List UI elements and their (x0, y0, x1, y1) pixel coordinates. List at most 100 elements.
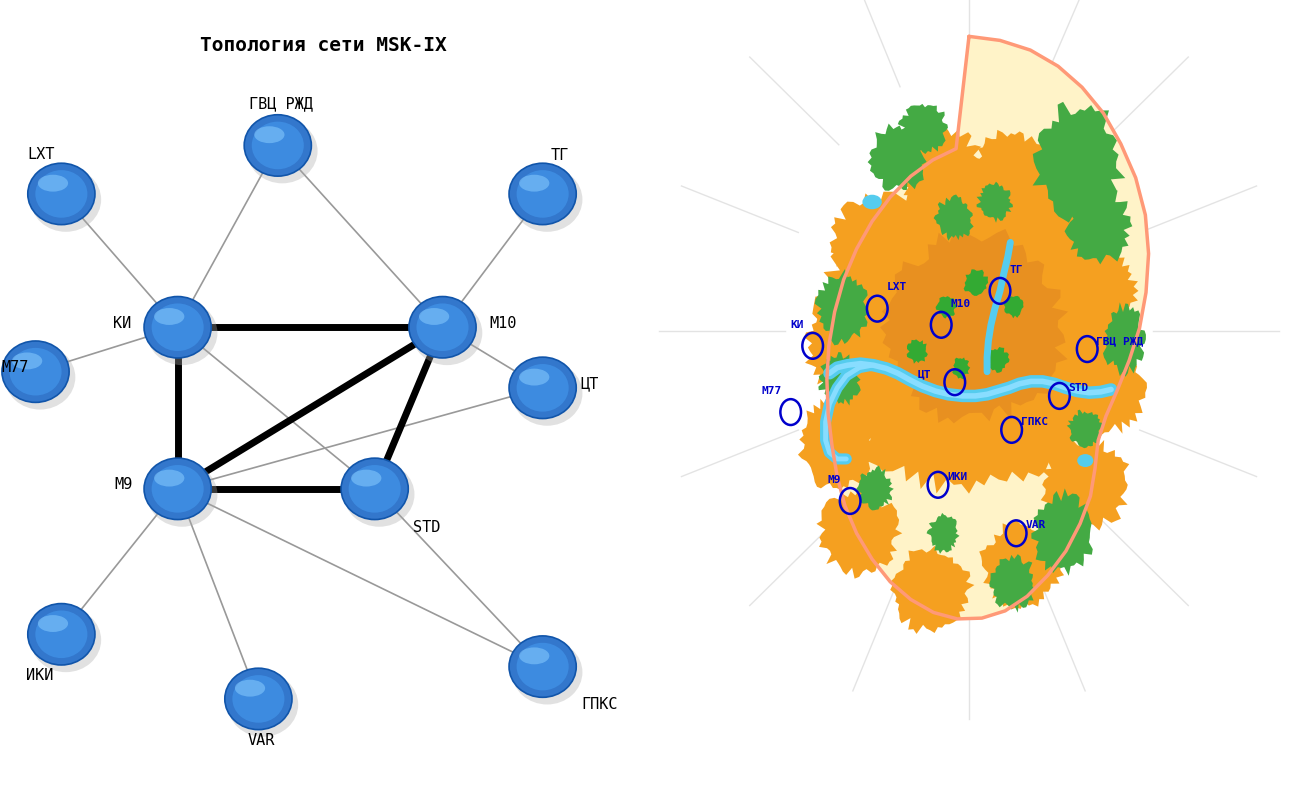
Polygon shape (977, 182, 1013, 223)
Polygon shape (857, 465, 894, 511)
Text: STD: STD (1068, 383, 1089, 393)
Ellipse shape (37, 175, 68, 191)
Polygon shape (890, 546, 974, 634)
Text: ТГ: ТГ (550, 148, 568, 163)
Text: VAR: VAR (1026, 520, 1045, 530)
Ellipse shape (35, 170, 88, 217)
Ellipse shape (3, 341, 70, 402)
Ellipse shape (12, 352, 43, 369)
Ellipse shape (247, 119, 318, 183)
Polygon shape (1065, 183, 1132, 264)
Ellipse shape (517, 170, 568, 217)
Ellipse shape (517, 364, 568, 411)
Text: М10: М10 (951, 299, 970, 309)
Polygon shape (829, 193, 922, 292)
Polygon shape (934, 195, 974, 241)
Polygon shape (1004, 296, 1023, 318)
Text: КИ: КИ (791, 320, 804, 330)
Text: VAR: VAR (248, 733, 275, 748)
Text: ИКИ: ИКИ (947, 472, 968, 482)
Text: ГВЦ РЖД: ГВЦ РЖД (249, 96, 313, 112)
Text: ГВЦ РЖД: ГВЦ РЖД (1097, 336, 1143, 346)
Polygon shape (813, 162, 1128, 494)
Text: М77: М77 (1, 360, 30, 375)
Text: М9: М9 (828, 475, 841, 485)
Ellipse shape (517, 643, 568, 690)
Ellipse shape (151, 465, 204, 512)
Ellipse shape (509, 357, 576, 419)
Ellipse shape (31, 167, 101, 232)
Ellipse shape (37, 615, 68, 632)
Ellipse shape (255, 126, 284, 143)
Polygon shape (815, 269, 870, 345)
Ellipse shape (5, 345, 75, 410)
Text: М77: М77 (761, 386, 782, 396)
Text: ГПКС: ГПКС (581, 697, 618, 713)
Ellipse shape (244, 115, 311, 176)
Polygon shape (952, 357, 970, 379)
Ellipse shape (509, 636, 576, 697)
Text: ГПКС: ГПКС (1021, 417, 1048, 427)
Polygon shape (804, 299, 885, 397)
Ellipse shape (412, 301, 482, 365)
Polygon shape (893, 126, 987, 213)
Ellipse shape (512, 167, 583, 232)
Ellipse shape (519, 175, 549, 191)
Polygon shape (1059, 245, 1138, 336)
Ellipse shape (512, 361, 583, 426)
Polygon shape (1067, 410, 1103, 448)
Ellipse shape (233, 675, 284, 722)
Polygon shape (1062, 339, 1147, 436)
Ellipse shape (151, 304, 204, 351)
Polygon shape (1012, 163, 1101, 263)
Text: М9: М9 (114, 478, 133, 492)
Polygon shape (817, 487, 902, 579)
Text: ЦТ: ЦТ (919, 369, 932, 379)
Ellipse shape (252, 122, 304, 169)
Ellipse shape (35, 611, 88, 658)
Polygon shape (1031, 488, 1093, 576)
Ellipse shape (519, 368, 549, 385)
Ellipse shape (28, 163, 96, 225)
Ellipse shape (512, 640, 583, 705)
Polygon shape (935, 297, 957, 318)
Polygon shape (1032, 102, 1125, 223)
Text: ЦТ: ЦТ (580, 377, 598, 391)
Ellipse shape (31, 608, 101, 672)
Ellipse shape (351, 469, 381, 486)
Ellipse shape (154, 469, 185, 486)
Ellipse shape (227, 672, 298, 737)
Ellipse shape (28, 604, 96, 665)
Polygon shape (818, 352, 860, 406)
Polygon shape (987, 347, 1009, 373)
Ellipse shape (341, 458, 408, 520)
Ellipse shape (147, 301, 217, 365)
Ellipse shape (344, 462, 415, 527)
Polygon shape (868, 124, 926, 191)
Polygon shape (926, 513, 960, 553)
Ellipse shape (9, 348, 62, 395)
Polygon shape (990, 554, 1035, 612)
Ellipse shape (416, 304, 469, 351)
Ellipse shape (145, 297, 212, 358)
Ellipse shape (519, 647, 549, 664)
Text: ТГ: ТГ (1009, 265, 1022, 275)
Text: STD: STD (413, 520, 441, 535)
Ellipse shape (863, 195, 882, 209)
Polygon shape (898, 104, 948, 154)
Text: Топология сети MSK-IX: Топология сети MSK-IX (200, 36, 446, 56)
Text: ИКИ: ИКИ (26, 668, 54, 684)
Polygon shape (1103, 302, 1146, 377)
Ellipse shape (235, 680, 265, 696)
Text: КИ: КИ (112, 316, 132, 330)
Polygon shape (880, 227, 1068, 423)
Polygon shape (979, 520, 1065, 609)
Text: LXT: LXT (27, 146, 54, 162)
Text: LXT: LXT (886, 283, 907, 292)
Polygon shape (968, 130, 1054, 217)
Ellipse shape (1078, 454, 1093, 467)
Ellipse shape (419, 308, 450, 325)
Ellipse shape (410, 297, 477, 358)
Ellipse shape (349, 465, 401, 512)
Ellipse shape (225, 668, 292, 730)
